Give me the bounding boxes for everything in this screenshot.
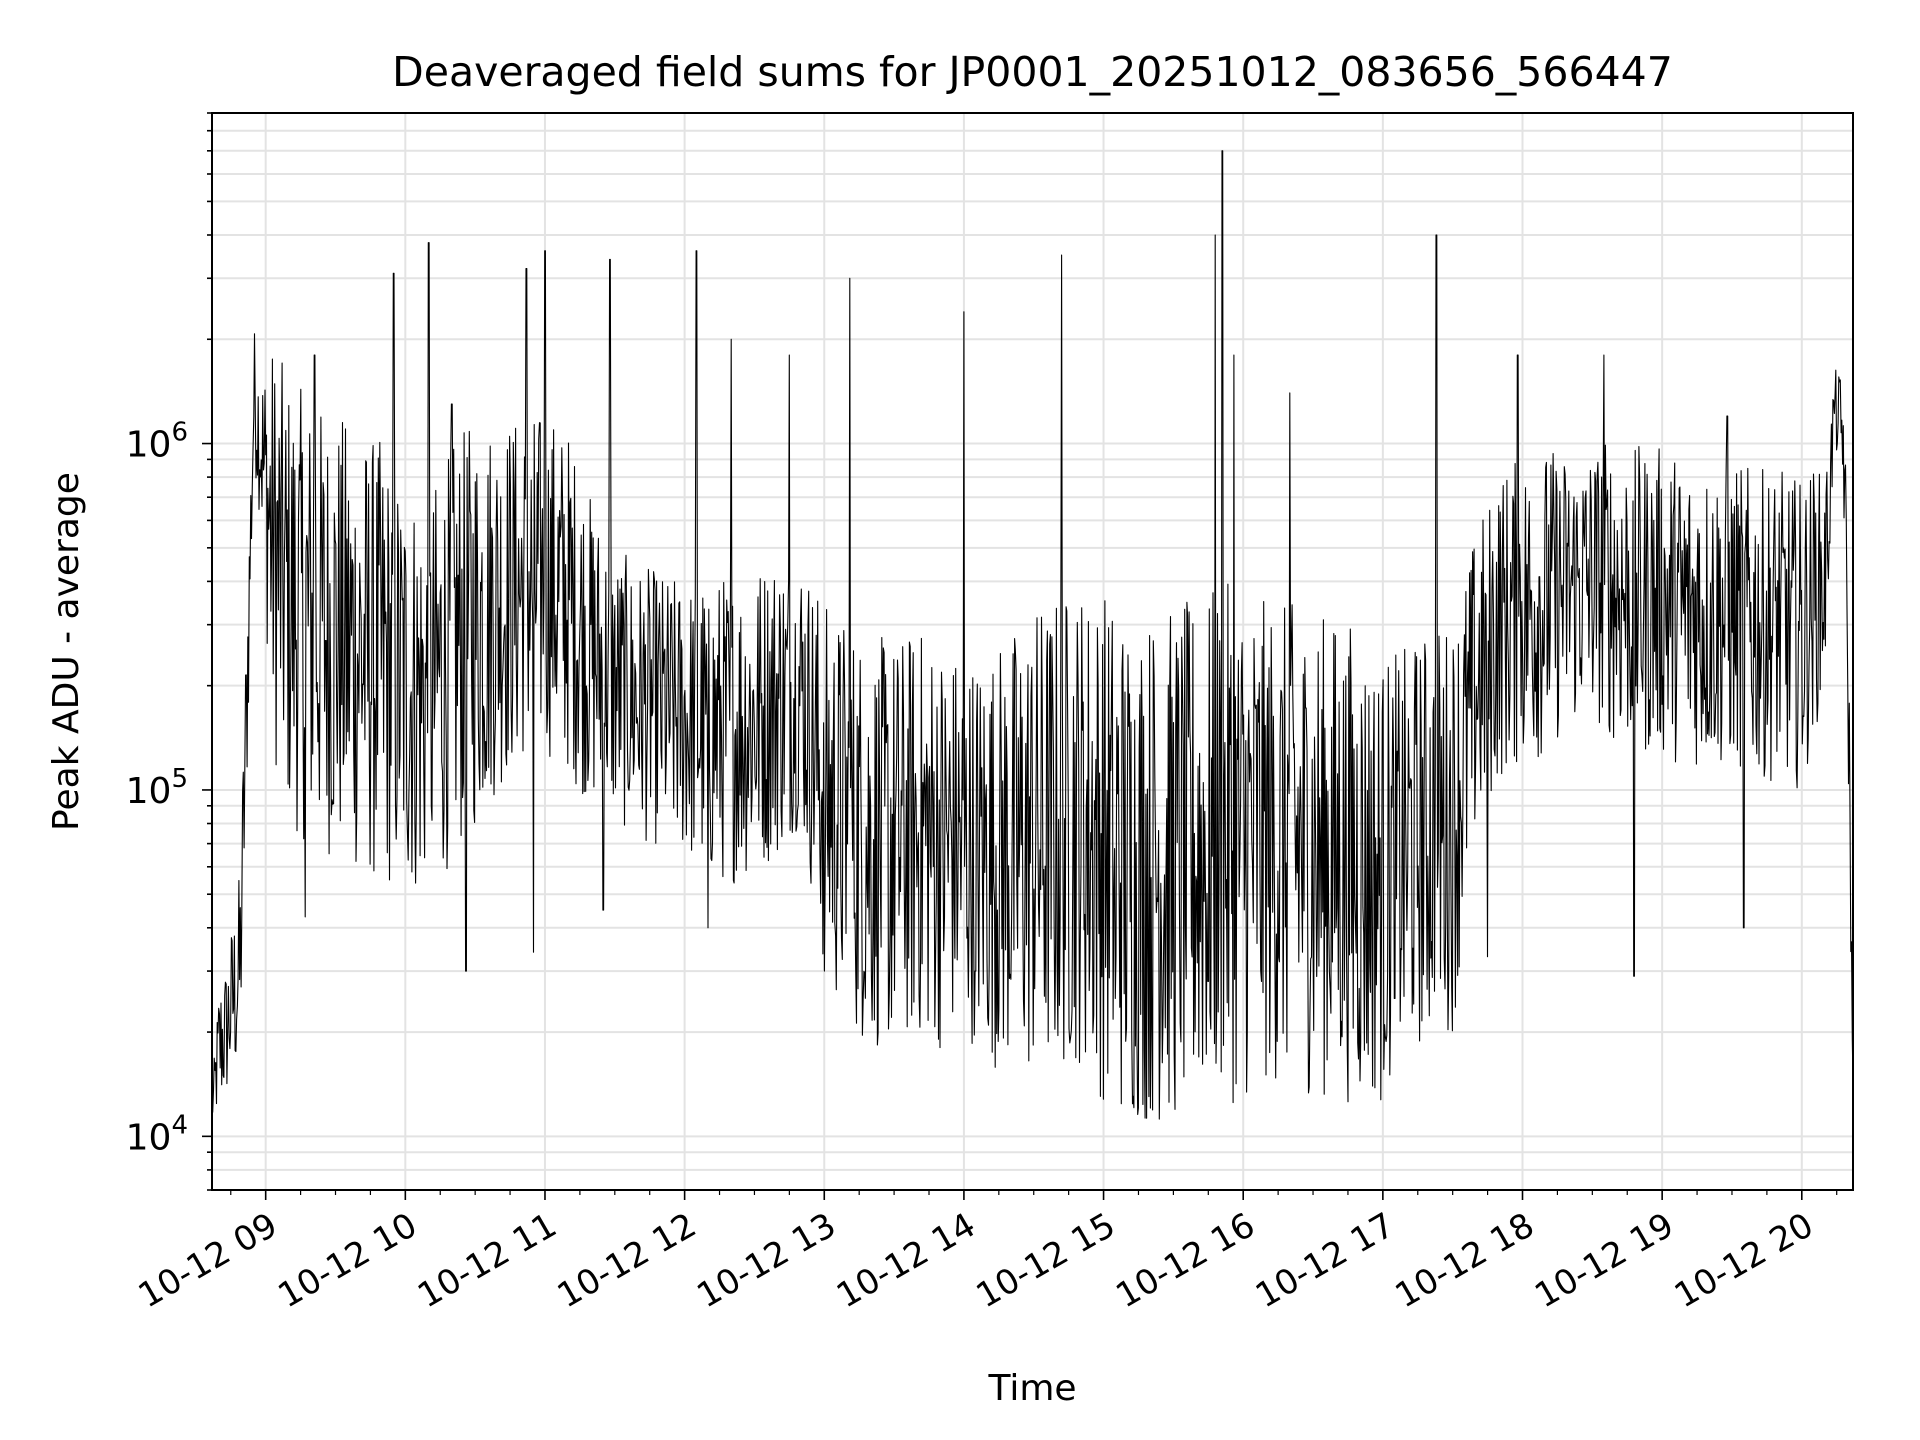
series-line	[211, 150, 1854, 1120]
plot-area-frame	[211, 112, 1854, 1191]
chart-title: Deaveraged field sums for JP0001_2025101…	[392, 48, 1673, 96]
data-line-layer	[211, 150, 1854, 1120]
y-tick-label: 106	[126, 418, 188, 466]
y-tick-label: 105	[126, 764, 188, 812]
y-axis-label: Peak ADU - average	[46, 472, 87, 831]
y-tick-label: 104	[126, 1110, 188, 1158]
x-axis-label: Time	[987, 1368, 1076, 1409]
